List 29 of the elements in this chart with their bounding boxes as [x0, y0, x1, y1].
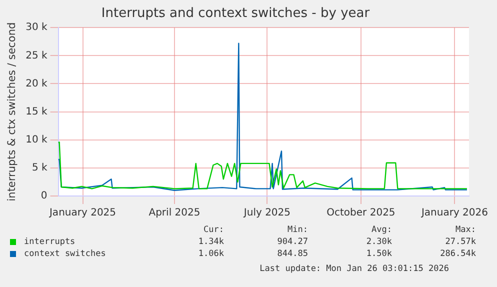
y-tick-label: 5 k [32, 162, 48, 174]
legend-label: context switches [23, 248, 107, 260]
y-tick-label: 15 k [26, 106, 48, 118]
text: 1.50k [365, 248, 392, 260]
text: 904.27 [276, 236, 308, 248]
x-tick-label: July 2025 [242, 208, 291, 219]
x-tick-label: January 2026 [420, 208, 488, 219]
x-tick-label: January 2025 [48, 208, 116, 219]
text: 1.34k [197, 236, 224, 248]
y-tick-label: 20 k [26, 78, 48, 90]
legend-label: interrupts [23, 236, 76, 248]
y-tick-label: 10 k [26, 134, 48, 146]
chart-title: Interrupts and context switches - by year [101, 6, 370, 22]
text: 2.30k [365, 236, 392, 248]
x-tick-label: October 2025 [326, 208, 396, 219]
text: Min: [286, 224, 308, 236]
text: Max: [454, 224, 476, 236]
text: Avg: [370, 224, 392, 236]
text: Cur: [202, 224, 224, 236]
text: 1.06k [197, 248, 224, 260]
y-tick-label: 0 [40, 190, 48, 202]
y-tick-label: 30 k [26, 22, 48, 34]
text: 286.54k [439, 248, 476, 260]
text: Last update: Mon Jan 26 03:01:15 2026 [260, 264, 449, 274]
y-axis-title: interrupts & ctx switches / second [6, 22, 18, 202]
y-tick-label: 25 k [26, 50, 48, 62]
text: 27.57k [444, 236, 476, 248]
x-tick-label: April 2025 [148, 208, 200, 219]
text: 844.85 [276, 248, 308, 260]
